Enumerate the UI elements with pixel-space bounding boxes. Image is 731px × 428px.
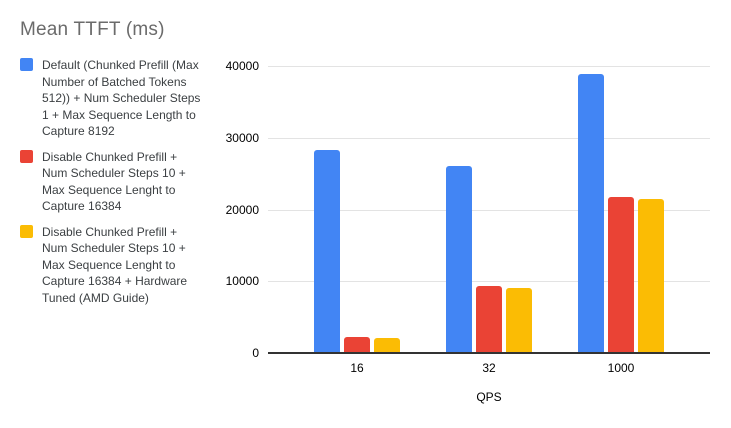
legend: Default (Chunked Prefill (Max Number of … xyxy=(20,57,242,315)
x-tick-label: 1000 xyxy=(607,361,635,375)
gridline xyxy=(268,66,710,67)
bar-group-1000 xyxy=(555,66,687,353)
y-tick-label: 10000 xyxy=(225,274,259,289)
gridline xyxy=(268,209,710,211)
bar xyxy=(374,337,400,353)
bar-group-32 xyxy=(423,66,555,353)
y-tick-label: 20000 xyxy=(225,202,259,217)
chart-title: Mean TTFT (ms) xyxy=(20,19,165,40)
blue-square-icon xyxy=(20,58,33,71)
gridline xyxy=(268,137,710,139)
legend-item: Disable Chunked Prefill + Num Scheduler … xyxy=(20,149,242,215)
x-ticks-row: 16 32 1000 xyxy=(291,361,687,375)
red-square-icon xyxy=(20,149,33,163)
x-tick-label: 16 xyxy=(350,361,364,375)
legend-label: Default (Chunked Prefill (Max Number of … xyxy=(42,58,201,138)
yellow-square-icon xyxy=(20,224,33,238)
legend-item: Disable Chunked Prefill + Num Scheduler … xyxy=(20,224,242,307)
plot-area xyxy=(268,66,710,354)
legend-label: Disable Chunked Prefill + Num Scheduler … xyxy=(42,149,186,214)
bar-group-16 xyxy=(291,66,423,353)
x-axis-title: QPS xyxy=(476,390,502,404)
bar xyxy=(476,286,502,353)
bar xyxy=(638,199,664,353)
bar xyxy=(314,149,340,353)
bar xyxy=(446,166,472,353)
bar xyxy=(608,196,634,353)
bar xyxy=(578,73,604,353)
bar xyxy=(344,337,370,353)
gridline xyxy=(268,281,710,283)
bars-row xyxy=(291,66,687,353)
y-tick-label: 30000 xyxy=(225,130,259,145)
x-axis-line xyxy=(268,352,710,354)
legend-item: Default (Chunked Prefill (Max Number of … xyxy=(20,57,242,140)
legend-label: Disable Chunked Prefill + Num Scheduler … xyxy=(42,224,188,305)
y-tick-label: 0 xyxy=(252,346,259,360)
bar xyxy=(506,288,532,353)
y-tick-label: 40000 xyxy=(225,59,259,73)
x-tick-label: 32 xyxy=(482,361,496,375)
